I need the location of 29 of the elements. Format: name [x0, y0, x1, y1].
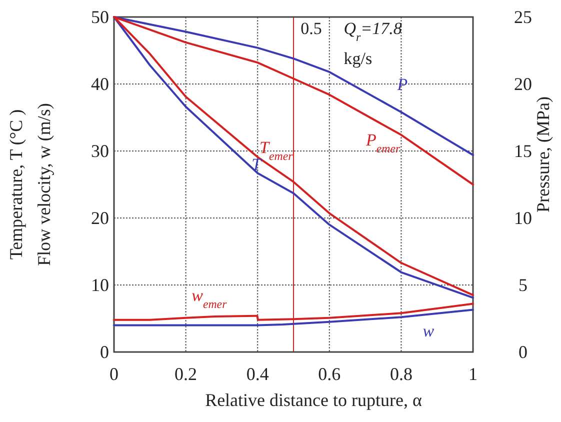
y-axis-title: Temperature, T (°C ) Flow velocity, w (m/s)	[6, 103, 54, 266]
x-tick-label: 1	[468, 364, 478, 384]
x-axis-title: Relative distance to rupture, α	[205, 390, 422, 410]
x-tick-label: 0.6	[318, 364, 341, 384]
y-tick-label: 30	[91, 141, 109, 161]
series-label: T	[252, 155, 263, 174]
y2-tick-label: 5	[518, 275, 528, 295]
x-tick-label: 0.2	[174, 364, 198, 384]
y-tick-label: 40	[91, 74, 109, 94]
y2-tick-label: 15	[514, 141, 532, 161]
x-tick-label: 0.8	[390, 364, 412, 384]
series-label: w$_{emer}$	[192, 286, 228, 312]
y-tick-label: 20	[91, 208, 109, 228]
y-tick-label: 10	[91, 275, 109, 295]
y-tick-label: 0	[100, 342, 109, 362]
y2-tick-label: 10	[514, 208, 532, 228]
series-label: w	[422, 321, 435, 340]
y2-tick-label: 0	[518, 342, 528, 362]
series-label: P	[396, 75, 408, 94]
annotation: 0.5	[300, 18, 322, 38]
line-series	[113, 308, 474, 326]
x-tick-label: 0.4	[246, 364, 269, 384]
annotation: Q$_{r}$=17.8	[344, 18, 402, 44]
y2-tick-label: 25	[514, 7, 532, 27]
y2-axis-title: Pressure, (MPa)	[533, 96, 553, 212]
y2-tick-label: 20	[514, 74, 532, 94]
y-tick-label: 50	[91, 7, 109, 27]
annotation: kg/s	[344, 48, 372, 68]
series-label: P$_{emer}$	[365, 130, 401, 156]
